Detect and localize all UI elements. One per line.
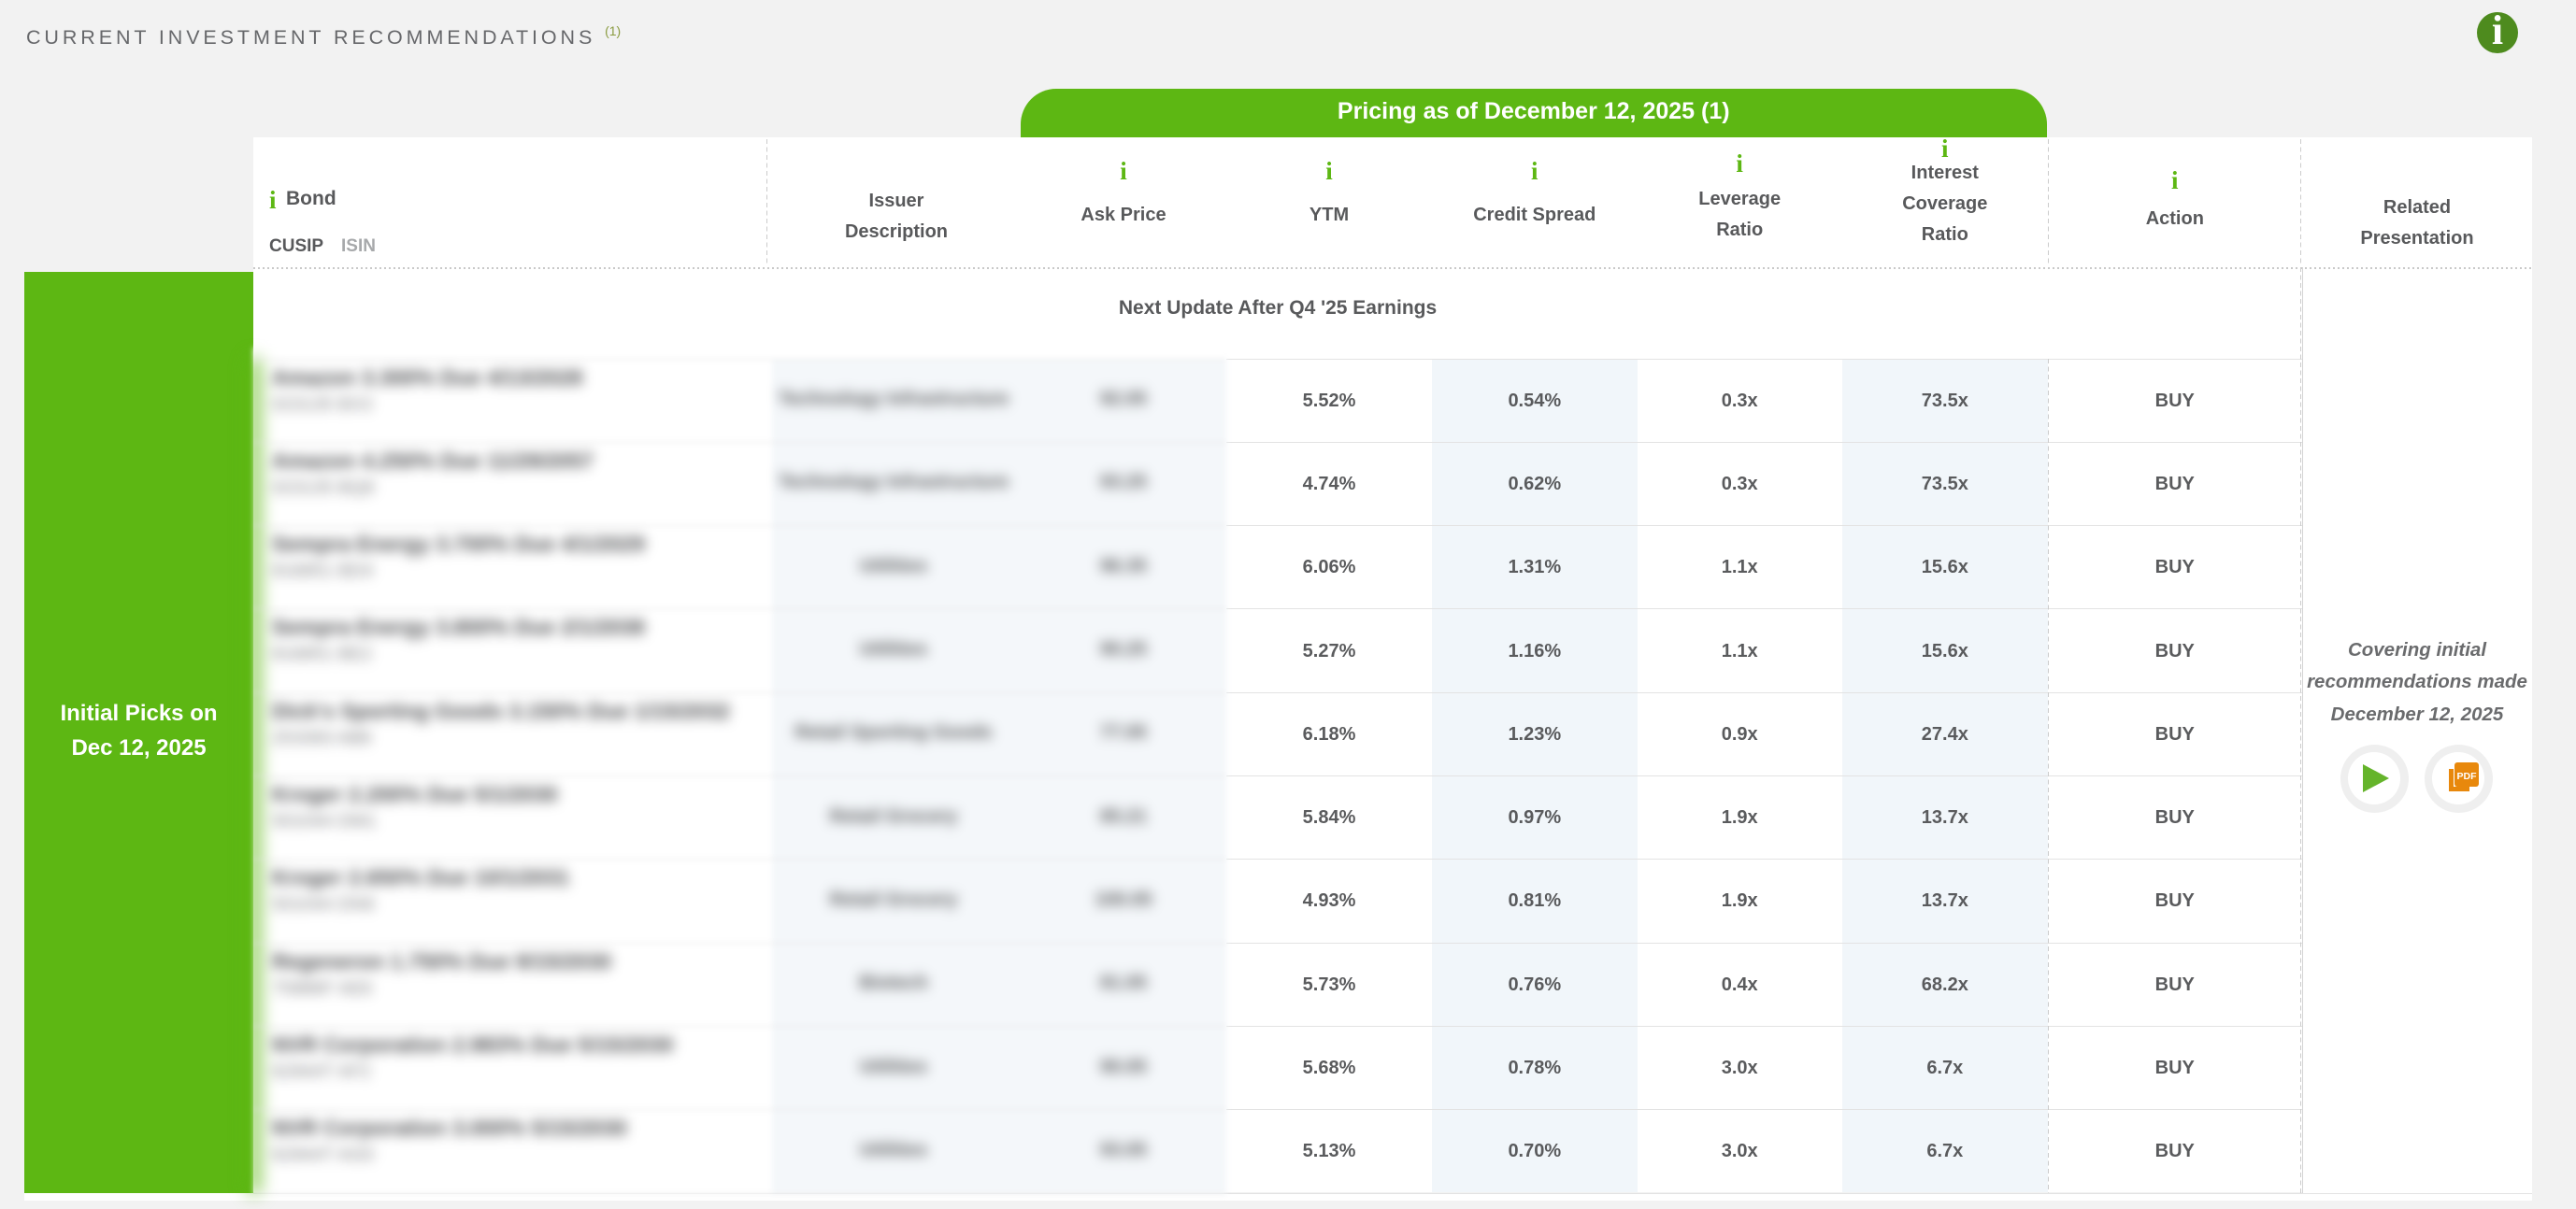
svg-text:PDF: PDF (2457, 771, 2478, 782)
